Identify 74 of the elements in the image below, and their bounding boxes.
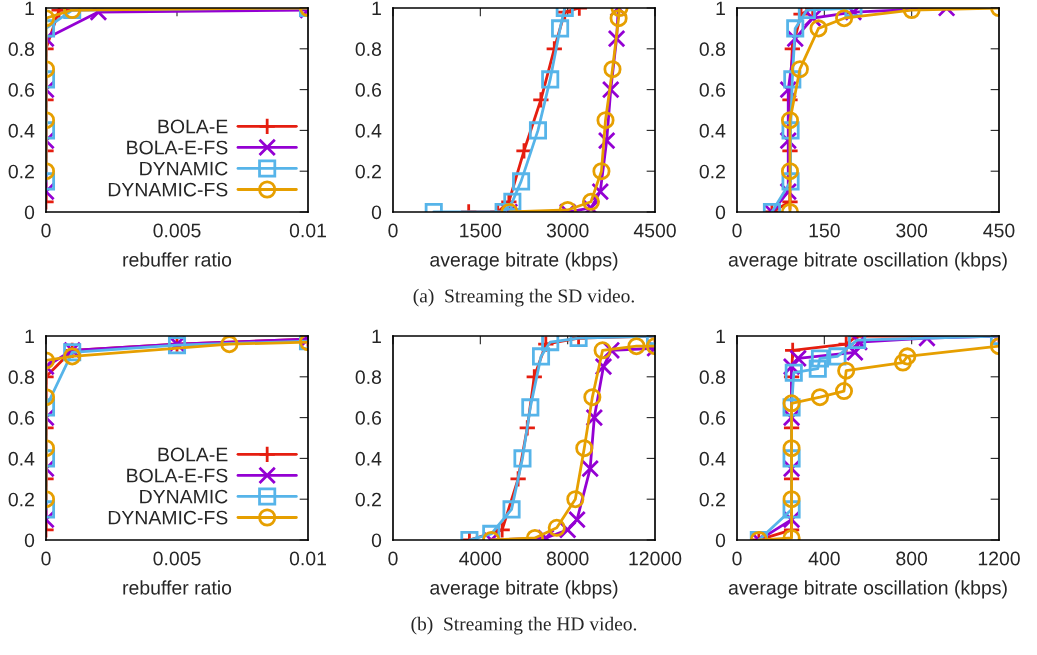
x-tick-label: 0 <box>388 223 398 238</box>
y-tick-label: 0.6 <box>699 83 726 97</box>
x-tick-label: 0 <box>41 223 51 238</box>
y-tick-label: 0.8 <box>699 42 726 57</box>
y-tick-label: 0.6 <box>355 411 382 425</box>
x-tick-label: 0.01 <box>289 551 326 566</box>
y-tick-label: 1 <box>716 1 725 16</box>
x-tick-label: 150 <box>809 223 840 238</box>
x-tick-label: 4000 <box>459 551 502 566</box>
y-tick-label: 0.4 <box>355 451 382 466</box>
x-axis-title: average bitrate oscillation (kbps) <box>728 252 1007 271</box>
y-tick-label: 0.6 <box>699 411 726 425</box>
legend-label: DYNAMIC-FS <box>108 182 228 197</box>
x-tick-label: 4500 <box>633 223 676 238</box>
x-tick-label: 0 <box>388 551 398 566</box>
y-tick-label: 0.4 <box>8 123 35 138</box>
legend-label: DYNAMIC-FS <box>108 510 228 525</box>
x-tick-label: 1500 <box>460 223 502 238</box>
y-tick-label: 0.6 <box>8 83 35 97</box>
y-tick-label: 0.2 <box>8 164 34 179</box>
x-tick-label: 400 <box>808 551 840 566</box>
x-tick-label: 1200 <box>978 551 1020 566</box>
x-tick-label: 3000 <box>546 223 589 238</box>
y-tick-label: 1 <box>25 329 34 344</box>
legend-label: BOLA-E <box>158 447 228 462</box>
x-tick-label: 0.01 <box>289 223 326 238</box>
x-tick-label: 0 <box>732 223 742 238</box>
x-tick-label: 800 <box>896 551 928 566</box>
y-tick-label: 0.8 <box>355 370 382 385</box>
y-tick-label: 0 <box>24 205 35 220</box>
y-tick-label: 0.8 <box>355 42 382 57</box>
x-axis-title: rebuffer ratio <box>123 580 232 595</box>
y-tick-label: 0 <box>24 533 35 548</box>
y-tick-label: 0.2 <box>8 492 34 507</box>
y-tick-label: 1 <box>372 1 381 16</box>
x-tick-label: 300 <box>896 223 928 238</box>
x-tick-label: 0.005 <box>153 551 201 566</box>
x-tick-label: 12000 <box>629 551 682 566</box>
legend-label: DYNAMIC <box>140 161 228 176</box>
x-axis-title: average bitrate (kbps) <box>430 580 618 599</box>
y-tick-label: 1 <box>25 1 34 16</box>
y-tick-label: 0 <box>715 205 726 220</box>
y-tick-label: 0.2 <box>699 492 725 507</box>
x-tick-label: 0 <box>41 551 51 566</box>
x-axis-title: rebuffer ratio <box>123 252 232 267</box>
legend-label: DYNAMIC <box>140 489 228 504</box>
y-tick-label: 0.2 <box>355 492 381 507</box>
x-tick-label: 8000 <box>546 551 589 566</box>
y-tick-label: 0.4 <box>699 451 726 466</box>
y-tick-label: 0.8 <box>8 370 35 385</box>
y-tick-label: 0.2 <box>355 164 381 179</box>
y-tick-label: 0 <box>371 205 382 220</box>
y-tick-label: 0 <box>371 533 382 548</box>
y-tick-label: 1 <box>716 329 725 344</box>
y-tick-label: 0.4 <box>8 451 35 466</box>
x-axis-title: average bitrate (kbps) <box>430 252 618 271</box>
y-tick-label: 0.6 <box>355 83 382 97</box>
legend-label: BOLA-E-FS <box>127 140 228 155</box>
y-tick-label: 0.4 <box>699 123 726 138</box>
y-tick-label: 0.8 <box>8 42 35 57</box>
legend-label: BOLA-E <box>158 119 228 134</box>
y-tick-label: 0.6 <box>8 411 35 425</box>
y-tick-label: 0 <box>715 533 726 548</box>
x-tick-label: 450 <box>983 223 1015 238</box>
text: (b) Streaming the HD video. <box>411 616 637 635</box>
y-tick-label: 1 <box>372 329 381 344</box>
y-tick-label: 0.2 <box>699 164 725 179</box>
y-tick-label: 0.8 <box>699 370 726 385</box>
x-tick-label: 0.005 <box>153 223 201 238</box>
text: (a) Streaming the SD video. <box>413 288 634 307</box>
x-axis-title: average bitrate oscillation (kbps) <box>728 580 1007 599</box>
y-tick-label: 0.4 <box>355 123 382 138</box>
x-tick-label: 0 <box>732 551 742 566</box>
legend-label: BOLA-E-FS <box>127 468 228 483</box>
